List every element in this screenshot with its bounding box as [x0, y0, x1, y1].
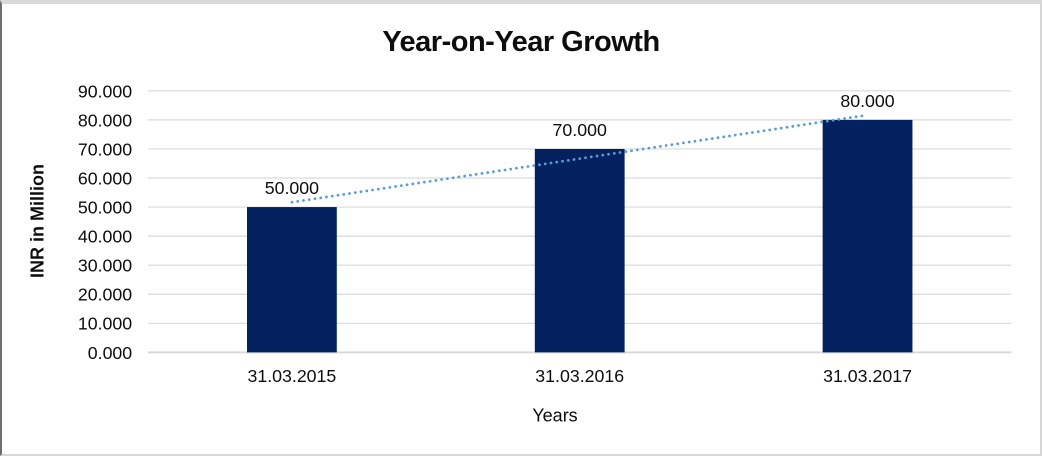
y-tick-label: 0.000 — [88, 343, 133, 363]
plot-area: 0.000 10.000 20.000 30.000 40.000 50.000 60.00… — [78, 81, 1012, 386]
y-tick-label: 70.000 — [78, 139, 132, 159]
y-tick-label: 30.000 — [78, 256, 132, 276]
y-tick-label: 80.000 — [78, 110, 132, 130]
bar — [246, 207, 337, 353]
y-tick-label: 60.000 — [78, 168, 132, 188]
bar-value-label: 80.000 — [840, 91, 894, 111]
x-tick-label: 31.03.2016 — [535, 366, 624, 386]
y-tick-label: 90.000 — [78, 81, 132, 101]
chart-title: Year-on-Year Growth — [382, 26, 660, 58]
y-tick-label: 20.000 — [78, 285, 132, 305]
bar — [822, 119, 913, 353]
y-tick-label: 10.000 — [78, 314, 132, 334]
bar — [534, 148, 625, 353]
y-tick-label: 40.000 — [78, 227, 132, 247]
bar-value-label: 50.000 — [265, 178, 319, 198]
x-axis-title: Years — [532, 405, 578, 426]
trendline — [290, 113, 869, 204]
x-tick-label: 31.03.2017 — [823, 366, 912, 386]
x-tick-label: 31.03.2015 — [247, 366, 336, 386]
y-tick-label: 50.000 — [78, 197, 132, 217]
bar-value-label: 70.000 — [553, 120, 607, 140]
